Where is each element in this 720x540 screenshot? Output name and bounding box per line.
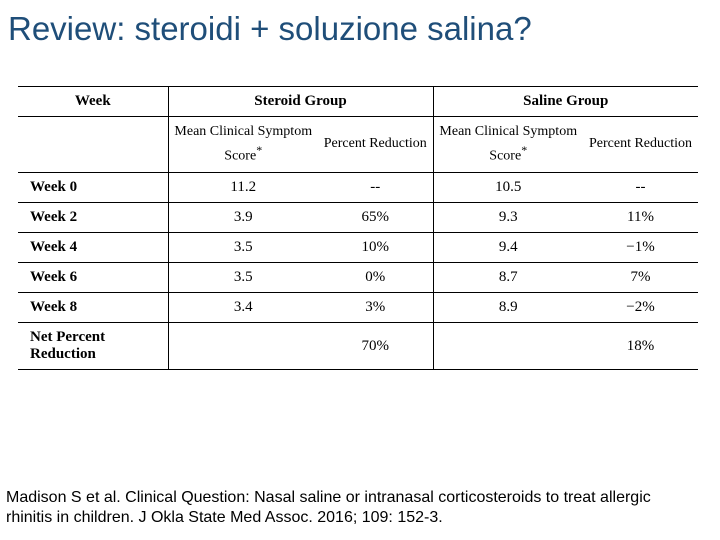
cell-m2: 9.3: [433, 203, 583, 233]
cell-week: Week 8: [18, 293, 168, 323]
cell-m2: 9.4: [433, 233, 583, 263]
cell-week: Week 2: [18, 203, 168, 233]
table-row: Week 2 3.9 65% 9.3 11%: [18, 203, 698, 233]
cell-m2: 8.7: [433, 263, 583, 293]
table-row: Week 6 3.5 0% 8.7 7%: [18, 263, 698, 293]
comparison-table-wrap: Week Steroid Group Saline Group Mean Cli…: [0, 86, 720, 370]
hdr-week: Week: [18, 87, 168, 117]
cell-blank: [433, 323, 583, 370]
cell-m2: 10.5: [433, 173, 583, 203]
cell-p2: 7%: [583, 263, 698, 293]
cell-net-p2: 18%: [583, 323, 698, 370]
cell-p2: −1%: [583, 233, 698, 263]
cell-p1: 10%: [318, 233, 433, 263]
cell-p2: 11%: [583, 203, 698, 233]
cell-m1: 3.5: [168, 233, 318, 263]
hdr2-blank: [18, 117, 168, 173]
table-row-footer: Net Percent Reduction 70% 18%: [18, 323, 698, 370]
table-row: Week 4 3.5 10% 9.4 −1%: [18, 233, 698, 263]
cell-m2: 8.9: [433, 293, 583, 323]
table-header-2: Mean Clinical Symptom Score* Percent Red…: [18, 117, 698, 173]
hdr2-pct-2: Percent Reduction: [583, 117, 698, 173]
cell-p1: 0%: [318, 263, 433, 293]
hdr-steroid-group: Steroid Group: [168, 87, 433, 117]
hdr-saline-group: Saline Group: [433, 87, 698, 117]
citation-text: Madison S et al. Clinical Question: Nasa…: [6, 488, 700, 528]
table-header-1: Week Steroid Group Saline Group: [18, 87, 698, 117]
hdr2-mean-2: Mean Clinical Symptom Score*: [433, 117, 583, 173]
cell-p1: 3%: [318, 293, 433, 323]
hdr2-mean-1: Mean Clinical Symptom Score*: [168, 117, 318, 173]
cell-net-label: Net Percent Reduction: [18, 323, 168, 370]
cell-m1: 11.2: [168, 173, 318, 203]
cell-m1: 3.4: [168, 293, 318, 323]
cell-week: Week 4: [18, 233, 168, 263]
cell-week: Week 0: [18, 173, 168, 203]
cell-week: Week 6: [18, 263, 168, 293]
slide-title: Review: steroidi + soluzione salina?: [0, 0, 720, 48]
cell-p2: --: [583, 173, 698, 203]
comparison-table: Week Steroid Group Saline Group Mean Cli…: [18, 86, 698, 370]
table-row: Week 0 11.2 -- 10.5 --: [18, 173, 698, 203]
cell-p1: 65%: [318, 203, 433, 233]
cell-blank: [168, 323, 318, 370]
cell-m1: 3.9: [168, 203, 318, 233]
cell-net-p1: 70%: [318, 323, 433, 370]
cell-p1: --: [318, 173, 433, 203]
hdr2-pct-1: Percent Reduction: [318, 117, 433, 173]
cell-m1: 3.5: [168, 263, 318, 293]
cell-p2: −2%: [583, 293, 698, 323]
table-row: Week 8 3.4 3% 8.9 −2%: [18, 293, 698, 323]
